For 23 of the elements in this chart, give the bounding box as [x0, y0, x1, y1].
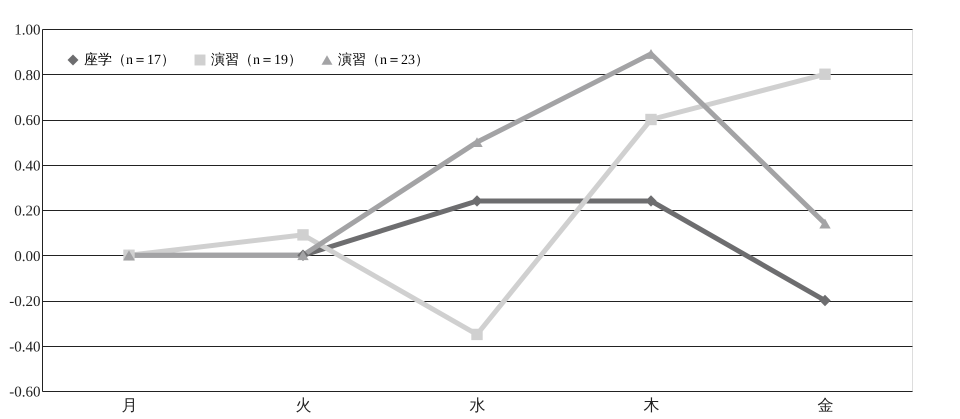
y-tick-label: 1.00 [14, 22, 40, 38]
legend-label: 座学（n＝17） [84, 52, 175, 68]
point [471, 328, 483, 340]
y-tick-label: 0.20 [14, 204, 40, 220]
x-tick-label: 水 [470, 396, 486, 414]
x-tick-label: 火 [296, 396, 312, 414]
point [645, 114, 657, 126]
point [819, 218, 831, 229]
point [297, 229, 309, 241]
y-tick-label: 0.40 [14, 158, 40, 174]
y-tick-label: -0.20 [9, 294, 40, 310]
point [819, 68, 831, 80]
legend-label: 演習（n＝19） [211, 52, 302, 68]
y-tick-label: 0.60 [14, 113, 40, 129]
legend-label: 演習（n＝23） [338, 52, 429, 68]
point [819, 294, 831, 306]
y-tick-label: -0.60 [9, 384, 40, 400]
x-tick-label: 金 [818, 398, 834, 414]
x-tick-label: 月 [122, 398, 138, 414]
y-tick-label: 0.00 [14, 248, 40, 265]
y-tick-label: -0.40 [9, 339, 40, 356]
x-tick-label: 木 [644, 396, 660, 414]
y-tick-label: 0.80 [14, 68, 40, 84]
